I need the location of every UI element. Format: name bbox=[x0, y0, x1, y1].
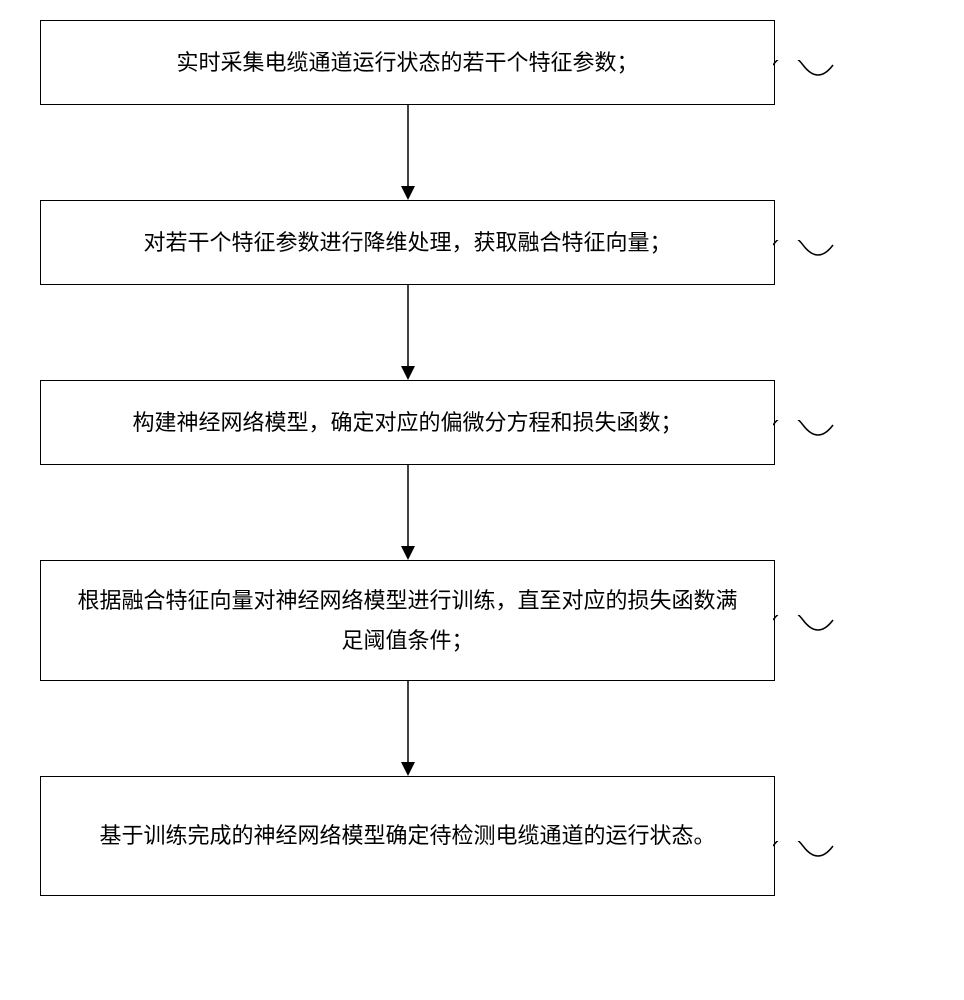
arrow-down-icon bbox=[393, 681, 423, 776]
connector-squiggle-icon bbox=[773, 60, 838, 90]
flowchart-step: 对若干个特征参数进行降维处理，获取融合特征向量；S102 bbox=[40, 200, 920, 285]
connector-squiggle-icon bbox=[773, 615, 838, 645]
arrow-down-icon bbox=[393, 465, 423, 560]
step-box: 根据融合特征向量对神经网络模型进行训练，直至对应的损失函数满足阈值条件； bbox=[40, 560, 775, 681]
step-box: 实时采集电缆通道运行状态的若干个特征参数； bbox=[40, 20, 775, 105]
arrow-container bbox=[40, 681, 775, 776]
step-box: 构建神经网络模型，确定对应的偏微分方程和损失函数； bbox=[40, 380, 775, 465]
flowchart-step: 根据融合特征向量对神经网络模型进行训练，直至对应的损失函数满足阈值条件；S104 bbox=[40, 560, 920, 681]
arrow-container bbox=[40, 465, 775, 560]
arrow-down-icon bbox=[393, 105, 423, 200]
connector-squiggle-icon bbox=[773, 240, 838, 270]
connector-squiggle-icon bbox=[773, 841, 838, 871]
arrow-container bbox=[40, 105, 775, 200]
flowchart-step: 构建神经网络模型，确定对应的偏微分方程和损失函数；S103 bbox=[40, 380, 920, 465]
arrow-down-icon bbox=[393, 285, 423, 380]
flowchart-step: 基于训练完成的神经网络模型确定待检测电缆通道的运行状态。S105 bbox=[40, 776, 920, 896]
arrow-container bbox=[40, 285, 775, 380]
flowchart-step: 实时采集电缆通道运行状态的若干个特征参数；S101 bbox=[40, 20, 920, 105]
step-box: 对若干个特征参数进行降维处理，获取融合特征向量； bbox=[40, 200, 775, 285]
step-box: 基于训练完成的神经网络模型确定待检测电缆通道的运行状态。 bbox=[40, 776, 775, 896]
flowchart-container: 实时采集电缆通道运行状态的若干个特征参数；S101 对若干个特征参数进行降维处理，… bbox=[40, 20, 920, 896]
connector-squiggle-icon bbox=[773, 420, 838, 450]
